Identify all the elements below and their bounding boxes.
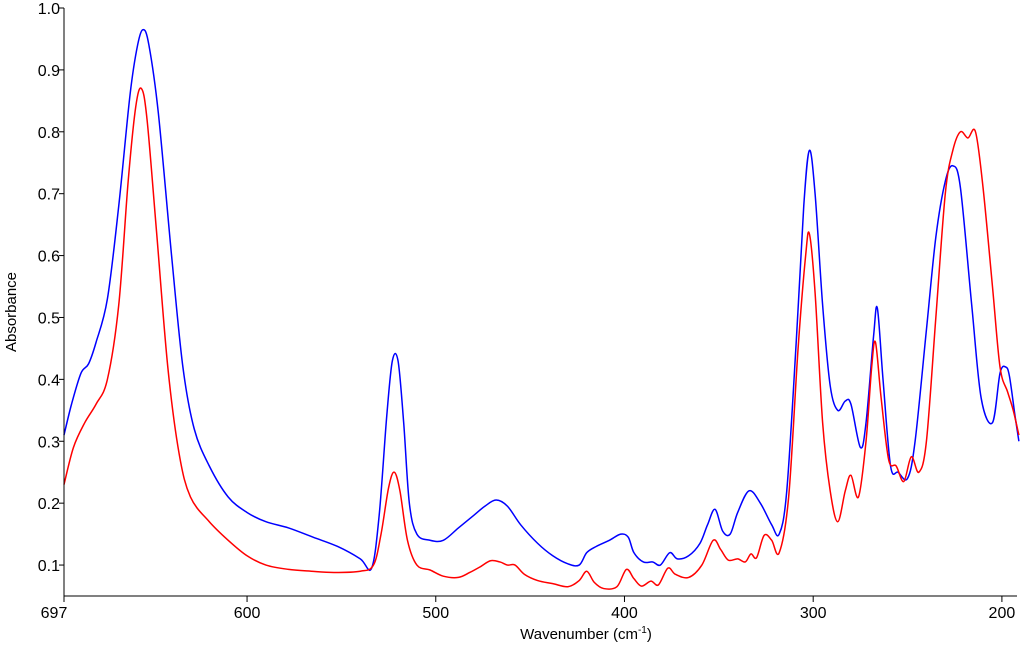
y-tick-label: 0.1 <box>38 558 60 575</box>
x-axis-title: Wavenumber (cm-1) <box>520 625 652 643</box>
x-tick-label: 300 <box>800 605 827 622</box>
y-tick-label: 0.7 <box>38 187 60 204</box>
blue-spectrum-line <box>63 28 1020 572</box>
x-axis-title-suffix: ) <box>647 626 652 643</box>
x-axis-ticks: 697 600 500 400 300 200 <box>41 596 1016 622</box>
y-tick-label: 0.5 <box>38 310 60 327</box>
x-tick-label: 500 <box>422 605 449 622</box>
y-tick-label: 1.0 <box>38 1 60 18</box>
y-tick-label: 0.4 <box>38 372 60 389</box>
x-tick-label: 400 <box>611 605 638 622</box>
y-tick-label: 0.8 <box>38 125 60 142</box>
x-tick-label: 697 <box>41 605 68 622</box>
plot-area: 697 600 500 400 300 200 0.1 0.2 0.3 0.4 0.5 0.6 0.7… <box>38 1 1020 622</box>
x-axis-title-superscript: -1 <box>638 625 647 636</box>
x-axis-title-main: Wavenumber (cm <box>520 626 638 643</box>
y-tick-label: 0.6 <box>38 249 60 266</box>
y-axis-title: Absorbance <box>3 272 20 352</box>
y-tick-label: 0.9 <box>38 63 60 80</box>
x-tick-label: 200 <box>989 605 1016 622</box>
y-tick-label: 0.2 <box>38 496 60 513</box>
y-tick-label: 0.3 <box>38 434 60 451</box>
x-tick-label: 600 <box>234 605 261 622</box>
y-axis-ticks: 0.1 0.2 0.3 0.4 0.5 0.6 0.7 0.8 0.9 1.0 <box>38 1 64 575</box>
red-spectrum-line <box>63 87 1020 590</box>
series-layer <box>63 28 1020 590</box>
